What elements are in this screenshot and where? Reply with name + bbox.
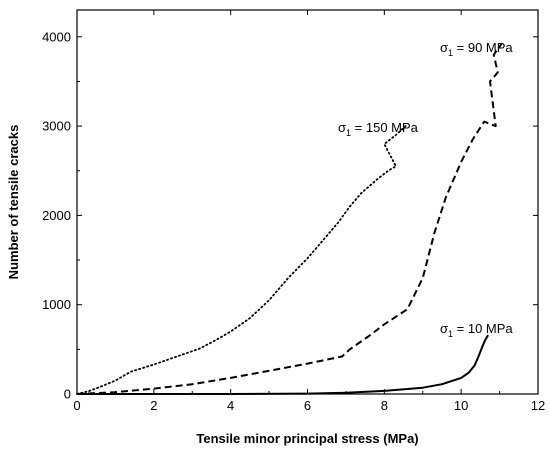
series-line-1 [76, 43, 503, 395]
y-axis-title: Number of tensile cracks [6, 125, 21, 280]
tick-marks [76, 10, 539, 395]
x-tick-label: 0 [73, 398, 80, 413]
y-tick-label: 1000 [42, 297, 71, 312]
series-label-value: = 10 MPa [453, 321, 513, 336]
y-tick-label: 0 [64, 387, 71, 402]
series-line-0 [76, 125, 407, 395]
series-label-subscript: 1 [448, 329, 453, 339]
series-line-2 [77, 334, 489, 395]
x-tick-label: 12 [531, 398, 545, 413]
series-label-1: σ1 = 90 MPa [440, 40, 513, 58]
plot-frame [76, 9, 539, 395]
y-tick-label: 4000 [42, 29, 71, 44]
series-lines [76, 43, 503, 395]
series-label-symbol: σ [440, 321, 448, 336]
series-label-symbol: σ [440, 40, 448, 55]
series-label-subscript: 1 [346, 128, 351, 138]
y-tick-label: 2000 [42, 208, 71, 223]
x-tick-label: 8 [381, 398, 388, 413]
series-label-0: σ1 = 150 MPa [338, 120, 419, 138]
tick-labels: 0 2 4 6 8 10 12 0 1000 2000 3000 4000 [42, 29, 545, 413]
series-label-symbol: σ [338, 120, 346, 135]
x-axis-title: Tensile minor principal stress (MPa) [196, 431, 418, 446]
series-label-value: = 90 MPa [453, 40, 513, 55]
x-tick-label: 10 [454, 398, 468, 413]
series-label-2: σ1 = 10 MPa [440, 321, 513, 339]
y-tick-label: 3000 [42, 119, 71, 134]
x-tick-label: 4 [227, 398, 234, 413]
x-tick-label: 6 [304, 398, 311, 413]
x-tick-label: 2 [150, 398, 157, 413]
series-label-value: = 150 MPa [351, 120, 419, 135]
series-label-subscript: 1 [448, 48, 453, 58]
